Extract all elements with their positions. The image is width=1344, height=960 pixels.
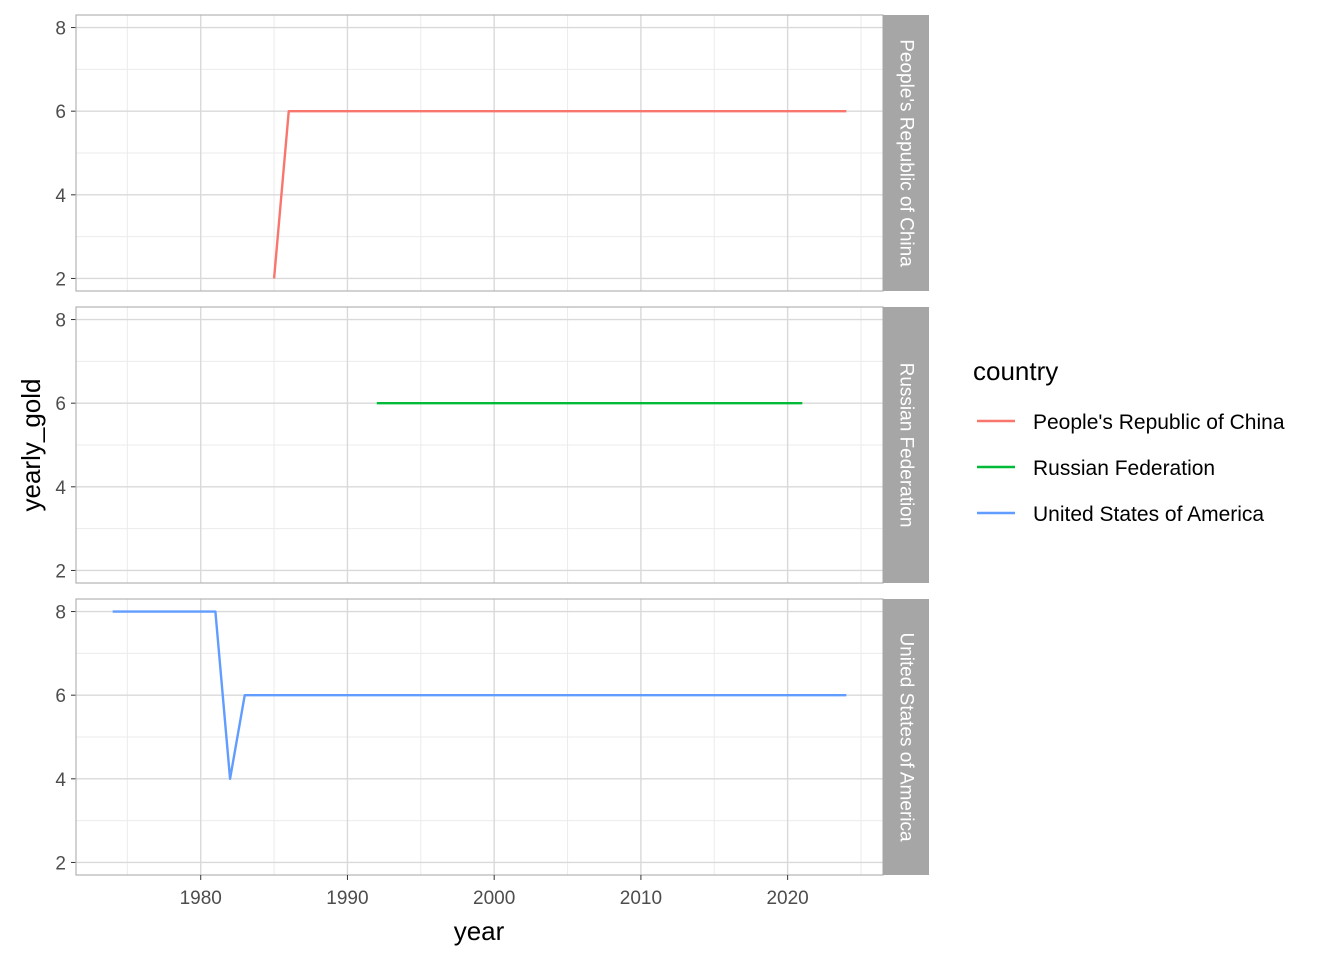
y-tick-label: 8 xyxy=(55,603,66,624)
y-tick-label: 6 xyxy=(55,394,66,415)
y-tick-label: 2 xyxy=(55,561,66,582)
x-axis-title: year xyxy=(454,916,505,946)
facet-panel: 2 4 6 8 United States of America xyxy=(55,598,929,876)
legend-label: Russian Federation xyxy=(1033,457,1215,480)
series-line xyxy=(112,610,847,781)
facet-panel: 2 4 6 8 Russian Federation xyxy=(55,306,929,584)
facet-strip-label: Russian Federation xyxy=(896,363,917,528)
facet-strip xyxy=(883,599,929,875)
y-tick-label: 2 xyxy=(55,269,66,290)
y-axis-title: yearly_gold xyxy=(16,379,46,512)
x-tick-label: 2020 xyxy=(766,888,808,909)
facet-strip-label: United States of America xyxy=(896,632,917,842)
facet-strip xyxy=(883,307,929,583)
series-line xyxy=(272,109,847,279)
x-tick-label: 2010 xyxy=(620,888,662,909)
x-axis-ticks: 1980 1990 2000 2010 2020 xyxy=(180,875,809,909)
y-tick-label: 6 xyxy=(55,102,66,123)
legend: country People's Republic of China Russia… xyxy=(973,356,1285,526)
facet-panel: 2 4 6 8 People's Republic of China xyxy=(55,14,929,292)
y-tick-label: 4 xyxy=(55,478,66,499)
y-tick-label: 2 xyxy=(55,853,66,874)
facet-strip xyxy=(883,15,929,291)
y-tick-label: 8 xyxy=(55,311,66,332)
y-tick-label: 4 xyxy=(55,770,66,791)
x-tick-label: 1990 xyxy=(326,888,368,909)
legend-label: People's Republic of China xyxy=(1033,411,1285,434)
y-tick-label: 6 xyxy=(55,686,66,707)
x-tick-label: 1980 xyxy=(180,888,222,909)
facet-panels: 2 4 6 8 People's Republic of China 2 4 6 8 Russia… xyxy=(55,14,929,876)
y-tick-label: 4 xyxy=(55,186,66,207)
facet-strip-label: People's Republic of China xyxy=(896,39,917,267)
legend-title: country xyxy=(973,356,1058,386)
y-tick-label: 8 xyxy=(55,19,66,40)
x-tick-label: 2000 xyxy=(473,888,515,909)
legend-label: United States of America xyxy=(1033,503,1264,526)
